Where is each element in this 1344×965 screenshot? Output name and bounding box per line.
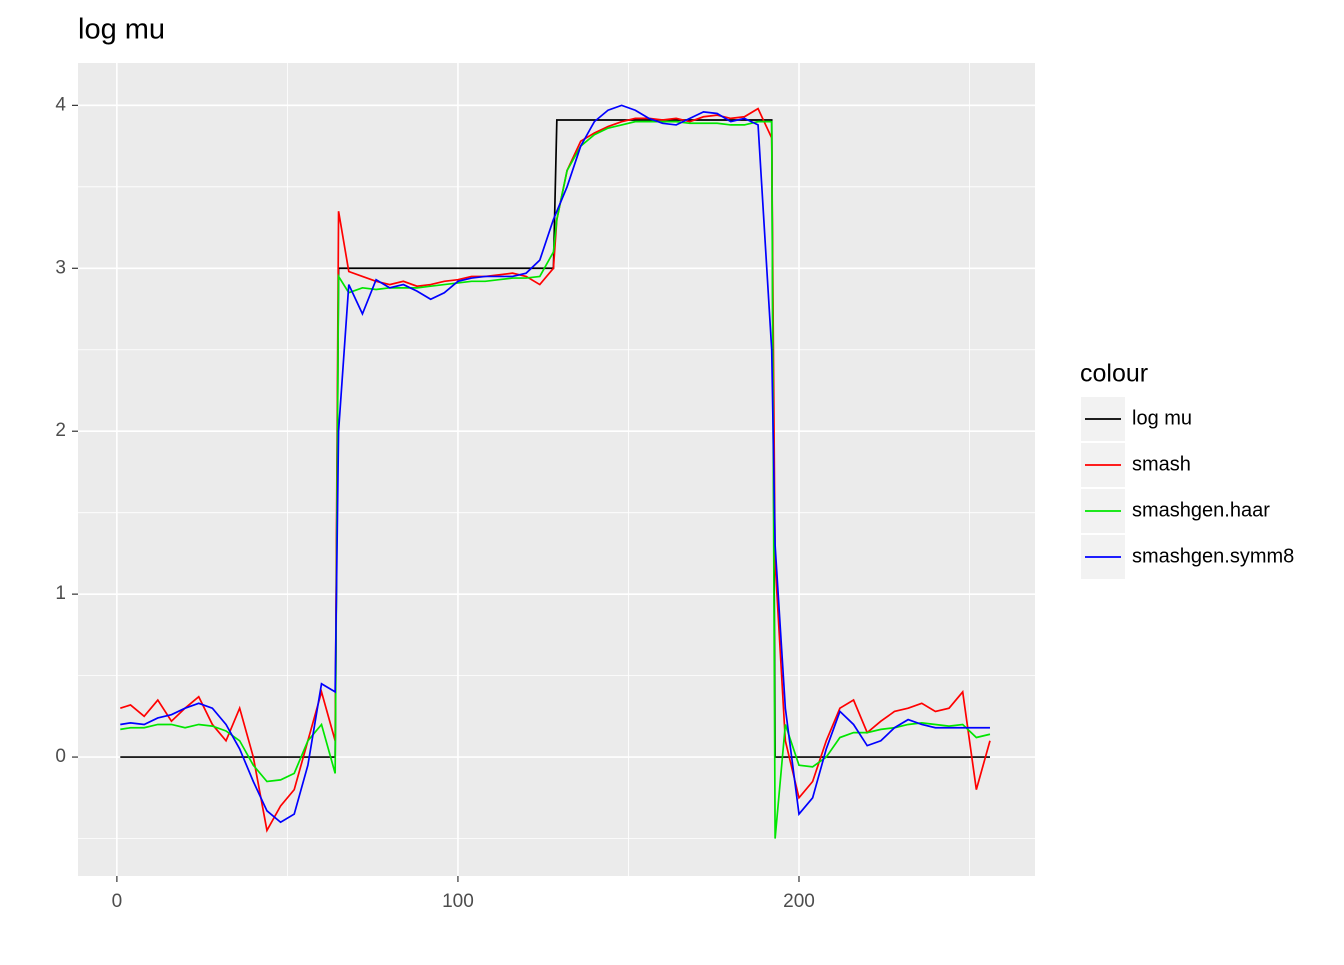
x-tick-label: 0	[112, 891, 123, 912]
legend-label: smashgen.haar	[1132, 499, 1270, 521]
series-line	[120, 104, 990, 824]
chart-title: log mu	[78, 14, 165, 46]
series-line	[120, 119, 990, 758]
y-tick-label: 2	[55, 420, 66, 441]
y-tick-label: 3	[55, 257, 66, 278]
series-line	[120, 120, 991, 839]
legend-label: smashgen.symm8	[1132, 545, 1294, 567]
x-tick-label: 200	[783, 891, 815, 912]
y-tick-label: 1	[55, 583, 66, 604]
legend-title: colour	[1080, 360, 1148, 388]
legend-label: log mu	[1132, 407, 1192, 429]
x-tick-label: 100	[442, 891, 474, 912]
y-tick-label: 0	[55, 746, 66, 767]
legend-label: smash	[1132, 453, 1191, 475]
plot-panel	[78, 63, 1035, 876]
y-tick-label: 4	[55, 94, 66, 115]
